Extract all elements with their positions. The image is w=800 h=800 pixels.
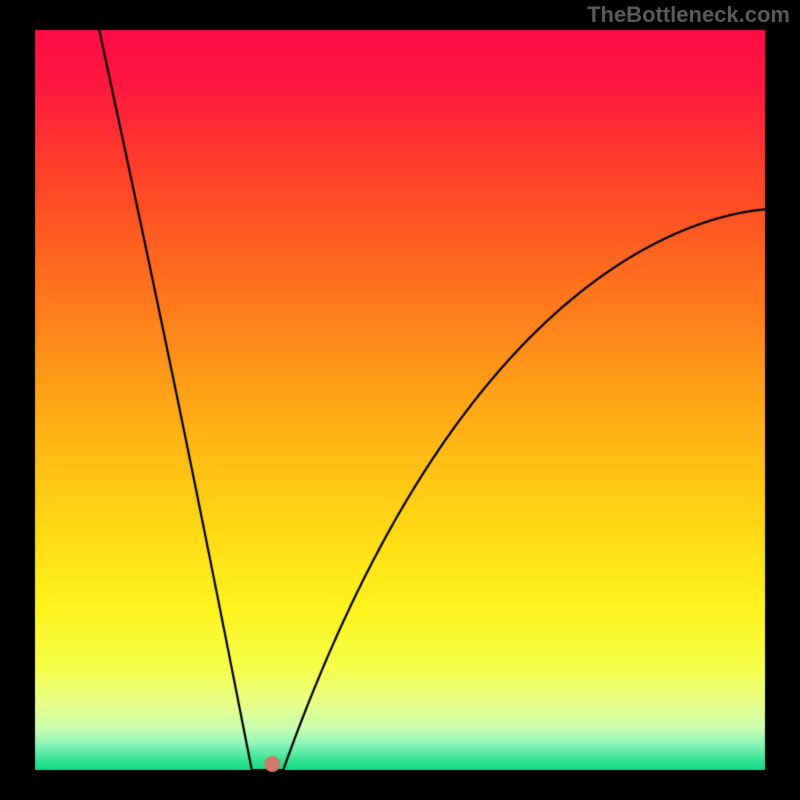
watermark-text: TheBottleneck.com <box>587 2 790 28</box>
chart-container: TheBottleneck.com <box>0 0 800 800</box>
bottleneck-chart-canvas <box>0 0 800 800</box>
